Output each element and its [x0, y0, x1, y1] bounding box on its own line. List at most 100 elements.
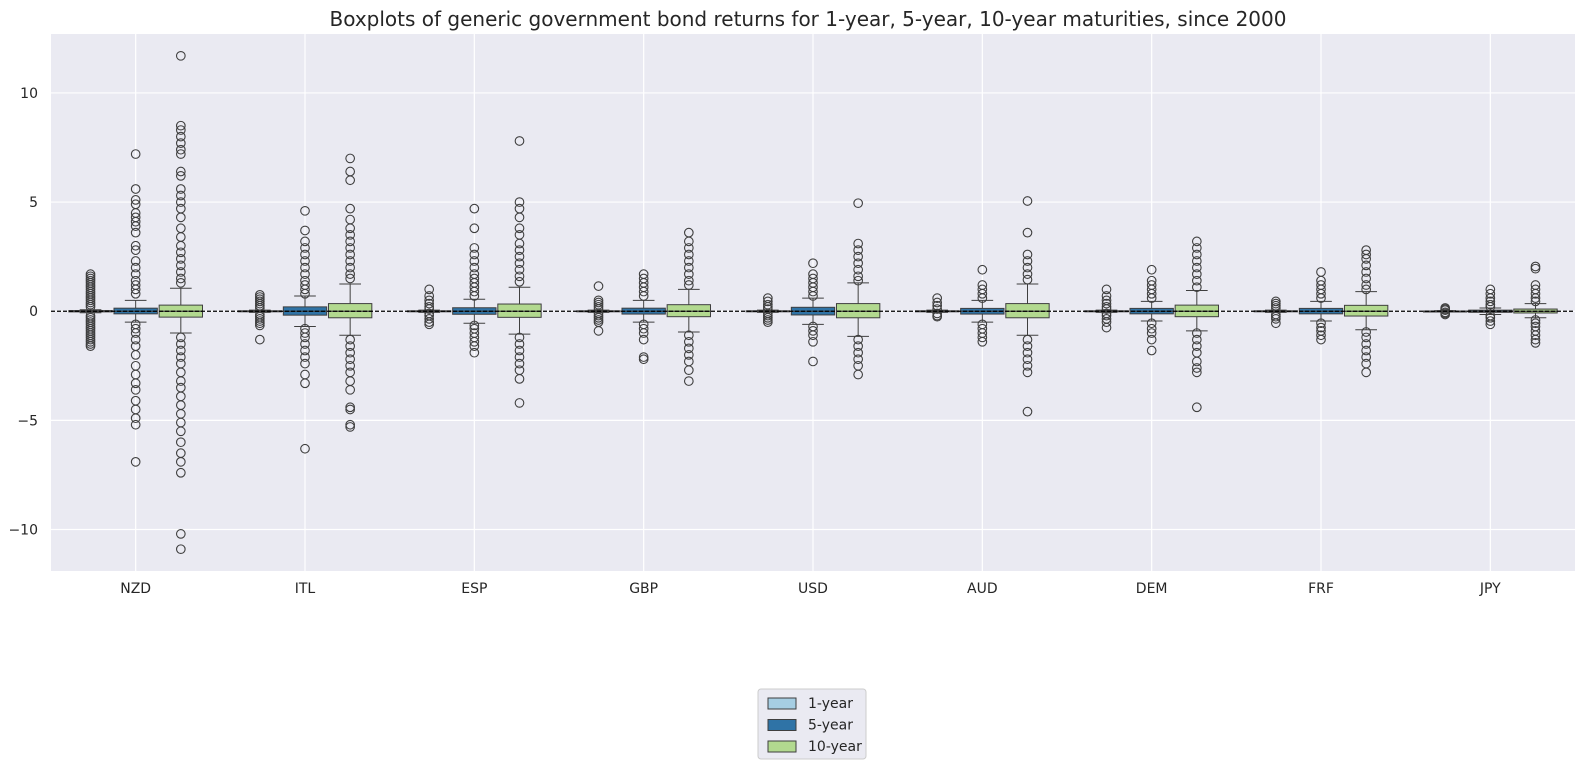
outlier-point — [1022, 227, 1033, 238]
outlier-point — [175, 457, 186, 467]
outlier-point — [130, 334, 141, 345]
x-tick-label: FRF — [1308, 581, 1334, 597]
outlier-point — [638, 354, 649, 365]
outlier-point — [932, 297, 943, 308]
x-tick-label: DEM — [1136, 581, 1168, 597]
outlier-point — [1022, 354, 1033, 365]
outlier-point — [130, 221, 141, 231]
outlier-point — [469, 336, 480, 347]
outlier-point — [683, 365, 694, 376]
outlier-point — [1022, 334, 1033, 345]
outlier-point — [345, 223, 356, 234]
outlier-point — [175, 253, 186, 264]
outlier-point — [853, 245, 864, 255]
outlier-point — [175, 260, 186, 271]
outlier-point — [1146, 323, 1157, 334]
outlier-point — [254, 334, 265, 345]
outlier-point — [345, 256, 356, 266]
outlier-point — [1361, 332, 1372, 343]
outlier-point — [932, 311, 943, 322]
outlier-point — [853, 238, 864, 249]
outlier-point — [683, 350, 694, 360]
outlier-point — [175, 190, 186, 201]
outlier-point — [345, 153, 356, 164]
outlier-point — [638, 291, 649, 301]
legend: 1-year 5-year 10-year — [757, 688, 867, 760]
outlier-point — [1191, 275, 1202, 286]
outlier-point — [1440, 309, 1451, 320]
outlier-point — [514, 352, 525, 362]
outlier-point — [175, 247, 186, 258]
legend-label: 10-year — [808, 739, 862, 755]
outlier-point — [1530, 330, 1541, 341]
outlier-point — [1191, 328, 1202, 338]
outlier-point — [130, 328, 141, 338]
outlier-point — [1146, 288, 1157, 299]
outlier-point — [514, 345, 525, 356]
outlier-point — [300, 443, 310, 454]
outlier-point — [1146, 318, 1157, 329]
outlier-point — [1361, 280, 1372, 290]
outlier-point — [683, 243, 694, 253]
outlier-point — [130, 216, 141, 227]
outlier-point — [300, 358, 310, 369]
outlier-point — [345, 422, 356, 432]
outlier-point — [175, 267, 186, 277]
outlier-point — [1530, 263, 1541, 274]
outlier-point — [853, 347, 864, 358]
outlier-point — [300, 249, 310, 260]
outlier-point — [1485, 288, 1496, 299]
y-tick-label: −10 — [8, 523, 38, 539]
outlier-point — [1361, 367, 1372, 378]
outlier-point — [514, 245, 525, 255]
outlier-point — [469, 286, 480, 297]
outlier-point — [1361, 327, 1372, 337]
outlier-point — [1191, 262, 1202, 273]
outlier-point — [130, 240, 141, 251]
outlier-point — [808, 291, 818, 301]
outlier-point — [1530, 296, 1541, 307]
outlier-point — [1101, 322, 1112, 333]
box-1-year-DEM — [1084, 284, 1129, 333]
outlier-point — [683, 256, 694, 266]
outlier-point — [1191, 236, 1202, 247]
outlier-point — [345, 384, 356, 395]
outlier-point — [345, 236, 356, 247]
outlier-point — [1361, 273, 1372, 284]
outlier-point — [300, 378, 310, 389]
x-tick-label: USD — [798, 581, 828, 597]
outlier-point — [1101, 298, 1112, 309]
outlier-point — [1361, 339, 1372, 349]
outlier-point — [469, 291, 480, 301]
outlier-point — [300, 243, 310, 253]
outlier-point — [514, 197, 525, 207]
outlier-point — [1022, 262, 1033, 273]
outlier-point — [1530, 293, 1541, 303]
outlier-point — [1191, 243, 1202, 253]
outlier-point — [130, 378, 141, 389]
outlier-point — [175, 171, 186, 181]
x-tick-label: NZD — [120, 581, 151, 597]
outlier-point — [1485, 316, 1496, 326]
outlier-point — [1530, 338, 1541, 348]
outlier-point — [1022, 341, 1033, 352]
x-tick-label: JPY — [1479, 581, 1501, 597]
outlier-point — [175, 345, 186, 356]
outlier-point — [1361, 267, 1372, 277]
outlier-point — [300, 225, 310, 236]
legend-label: 1-year — [808, 696, 853, 712]
outlier-point — [424, 319, 435, 330]
outlier-point — [345, 203, 356, 214]
outlier-point — [1530, 318, 1541, 329]
y-tick-label: −5 — [17, 413, 38, 429]
outlier-point — [638, 334, 649, 345]
outlier-point — [469, 347, 480, 358]
outlier-point — [1530, 315, 1541, 325]
outlier-point — [1316, 288, 1326, 299]
outlier-point — [424, 314, 435, 324]
outlier-point — [300, 288, 310, 299]
outlier-point — [1146, 264, 1157, 275]
outlier-point — [762, 296, 773, 307]
outlier-point — [683, 275, 694, 286]
outlier-point — [1022, 256, 1033, 266]
